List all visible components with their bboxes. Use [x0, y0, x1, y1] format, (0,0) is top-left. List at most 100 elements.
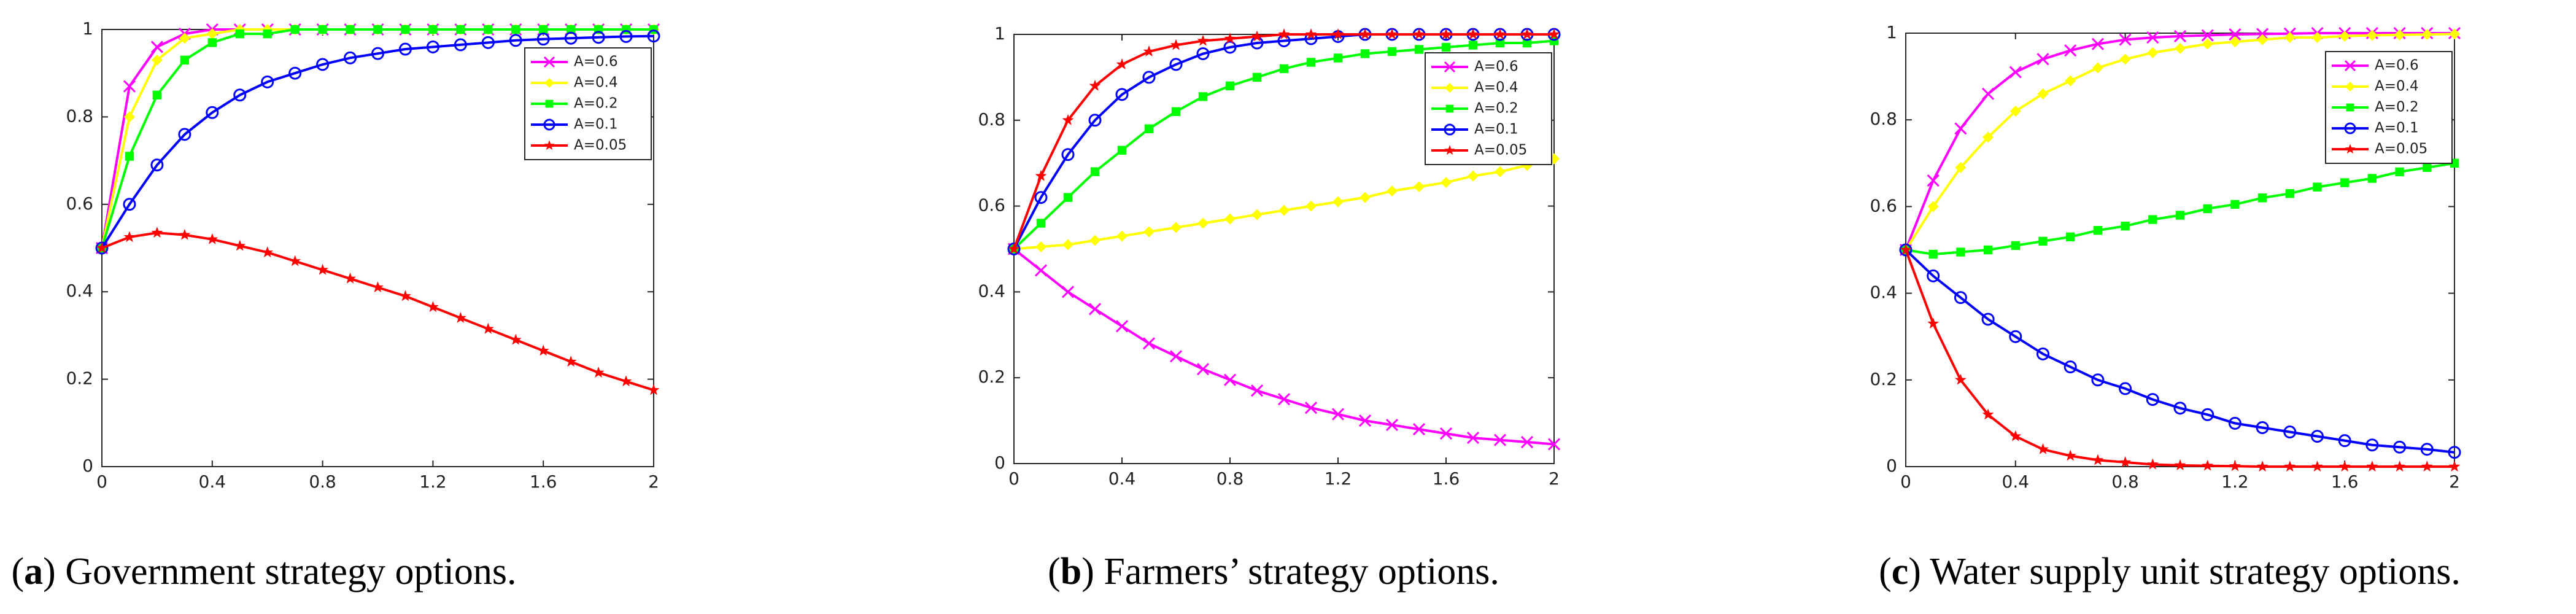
y-tick-label: 0: [994, 453, 1005, 473]
legend-label: A=0.6: [2375, 58, 2419, 74]
x-tick-label: 1.2: [2221, 472, 2249, 492]
marker: [1089, 235, 1100, 246]
legend-label: A=0.4: [2375, 79, 2419, 95]
marker: [1520, 435, 1534, 449]
marker: [426, 40, 439, 53]
marker: [150, 41, 163, 53]
marker: [263, 29, 272, 39]
chart: 0 0.4 0.8 1.2 1.6 200.20.40.60.81A=0.6A=0.4A=…: [1870, 22, 2461, 593]
marker: [1982, 131, 1994, 143]
marker: [1088, 303, 1102, 316]
caption-part: ) Water supply unit strategy options.: [1908, 551, 2461, 593]
y-tick-label: 1: [82, 18, 93, 39]
marker: [1034, 191, 1048, 204]
marker: [1466, 431, 1480, 445]
marker: [2091, 37, 2104, 50]
marker: [454, 312, 466, 323]
marker: [2175, 211, 2185, 220]
y-tick-label: 0.4: [66, 281, 93, 301]
marker: [1034, 264, 1048, 277]
legend-label: A=0.2: [1474, 101, 1518, 117]
marker: [2421, 29, 2433, 41]
marker: [1983, 245, 1993, 255]
marker: [1955, 373, 1967, 385]
marker: [2257, 34, 2269, 45]
marker: [1359, 28, 1371, 39]
marker: [125, 152, 134, 161]
marker: [1143, 45, 1155, 56]
marker: [1306, 58, 1316, 67]
y-tick-label: 0.2: [66, 368, 93, 389]
marker: [1063, 193, 1073, 202]
marker: [543, 56, 555, 68]
marker: [592, 367, 605, 378]
marker: [536, 33, 550, 46]
legend-label: A=0.1: [2375, 120, 2419, 136]
marker: [2173, 402, 2187, 415]
marker: [2344, 122, 2356, 134]
marker: [2174, 459, 2186, 470]
marker: [2345, 144, 2356, 154]
marker: [398, 42, 412, 56]
marker: [2038, 236, 2048, 246]
marker: [288, 66, 302, 80]
marker: [2009, 330, 2022, 343]
marker: [2448, 446, 2461, 459]
marker: [2146, 458, 2159, 470]
marker: [1441, 42, 1451, 52]
marker: [1982, 87, 1995, 100]
marker: [2146, 393, 2159, 406]
marker: [1036, 219, 1046, 228]
legend-label: A=0.6: [574, 54, 618, 70]
marker: [1493, 433, 1507, 446]
marker: [318, 25, 327, 34]
marker: [261, 246, 274, 258]
marker: [2256, 28, 2269, 41]
marker: [1169, 58, 1183, 71]
marker: [1358, 414, 1372, 427]
marker: [2283, 426, 2297, 439]
legend-label: A=0.1: [1474, 122, 1518, 138]
marker: [152, 90, 162, 99]
marker: [123, 198, 136, 211]
y-tick-label: 0.8: [1870, 109, 1897, 129]
marker: [1198, 92, 1208, 101]
marker: [1116, 58, 1128, 69]
x-tick-label: 0.4: [1108, 468, 1136, 489]
marker: [2119, 33, 2132, 46]
marker: [1223, 41, 1237, 54]
x-tick-label: 0.8: [309, 472, 336, 492]
legend-label: A=0.4: [574, 75, 618, 91]
marker: [565, 356, 577, 367]
y-tick-label: 0.6: [978, 195, 1005, 216]
legend-label: A=0.6: [1474, 59, 1518, 75]
marker: [2284, 32, 2296, 44]
marker: [2448, 460, 2461, 472]
marker: [482, 322, 494, 334]
y-tick-label: 0.2: [1870, 369, 1897, 389]
marker: [2284, 460, 2296, 472]
x-tick-label: 0: [1900, 472, 1911, 492]
marker: [150, 158, 164, 172]
marker: [1035, 169, 1047, 181]
marker: [1062, 114, 1074, 125]
x-tick-label: 2: [2449, 472, 2460, 492]
marker: [2256, 421, 2269, 434]
marker: [2203, 204, 2212, 214]
series-line: [1905, 249, 2455, 454]
marker: [1196, 47, 1210, 60]
marker: [1495, 166, 1506, 177]
marker: [1414, 181, 1425, 193]
marker: [2346, 103, 2354, 112]
marker: [543, 119, 555, 131]
marker: [1115, 88, 1129, 101]
marker: [454, 38, 467, 52]
marker: [372, 281, 384, 293]
marker: [2093, 226, 2103, 235]
marker: [1305, 200, 1317, 212]
marker: [1143, 226, 1155, 238]
marker: [1117, 146, 1127, 155]
chart: 0 0.4 0.8 1.2 1.6 200.20.40.60.81A=0.6A=0.4A=…: [11, 18, 660, 593]
marker: [2202, 38, 2213, 50]
